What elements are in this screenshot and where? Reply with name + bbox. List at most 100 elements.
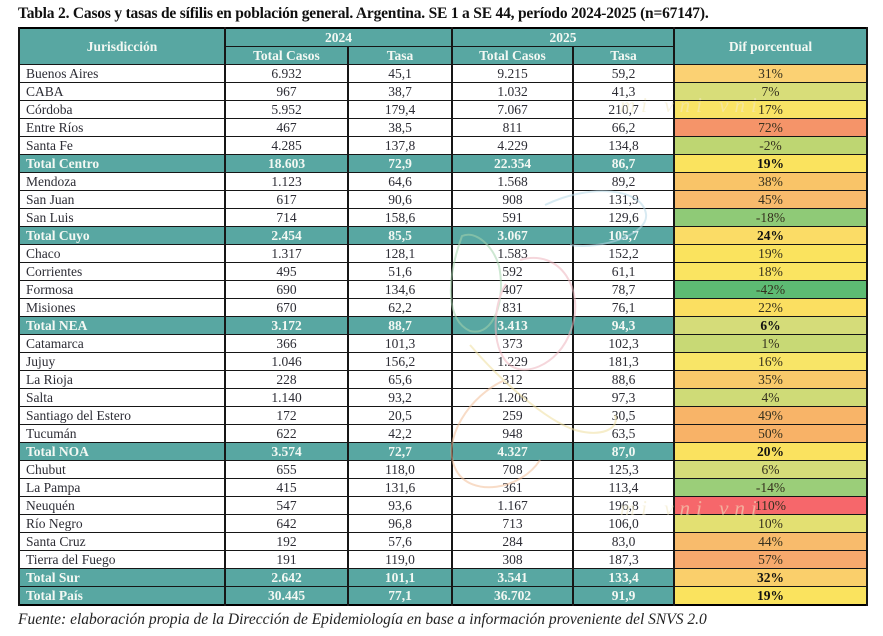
province-row: CABA 967 38,7 1.032 41,3 7% [18, 82, 868, 101]
dif-porcentual-cell: 7% [673, 82, 868, 101]
tasa-2025-cell: 76,1 [572, 298, 675, 317]
col-header-total-casos-2025: Total Casos [451, 46, 574, 65]
jurisdiction-cell: Córdoba [18, 100, 226, 119]
total-casos-2025-cell: 708 [451, 460, 574, 479]
jurisdiction-cell: Entre Ríos [18, 118, 226, 137]
total-casos-2025-cell: 1.206 [451, 388, 574, 407]
total-casos-2025-cell: 1.568 [451, 172, 574, 191]
dif-porcentual-cell: 16% [673, 352, 868, 371]
province-row: Catamarca 366 101,3 373 102,3 1% [18, 334, 868, 353]
dif-porcentual-cell: 10% [673, 514, 868, 533]
dif-porcentual-cell: 44% [673, 532, 868, 551]
jurisdiction-cell: Buenos Aires [18, 64, 226, 83]
total-casos-2025-cell: 948 [451, 424, 574, 443]
dif-porcentual-cell: 35% [673, 370, 868, 389]
dif-porcentual-cell: 4% [673, 388, 868, 407]
total-casos-2024-cell: 547 [224, 496, 349, 515]
total-casos-2024-cell: 6.932 [224, 64, 349, 83]
dif-porcentual-cell: 45% [673, 190, 868, 209]
tasa-2024-cell: 128,1 [347, 244, 453, 263]
total-casos-2024-cell: 30.445 [224, 586, 349, 606]
tasa-2025-cell: 41,3 [572, 82, 675, 101]
total-casos-2025-cell: 407 [451, 280, 574, 299]
total-casos-2024-cell: 714 [224, 208, 349, 227]
total-casos-2025-cell: 259 [451, 406, 574, 425]
jurisdiction-cell: Catamarca [18, 334, 226, 353]
dif-porcentual-cell: -2% [673, 136, 868, 155]
province-row: Chaco 1.317 128,1 1.583 152,2 19% [18, 244, 868, 263]
tasa-2024-cell: 72,9 [347, 154, 453, 173]
tasa-2024-cell: 42,2 [347, 424, 453, 443]
dif-porcentual-cell: 24% [673, 226, 868, 245]
tasa-2024-cell: 85,5 [347, 226, 453, 245]
total-casos-2025-cell: 4.327 [451, 442, 574, 461]
total-casos-2024-cell: 495 [224, 262, 349, 281]
tasa-2025-cell: 181,3 [572, 352, 675, 371]
dif-porcentual-cell: 17% [673, 100, 868, 119]
total-casos-2025-cell: 3.413 [451, 316, 574, 335]
total-casos-2025-cell: 7.067 [451, 100, 574, 119]
dif-porcentual-cell: 18% [673, 262, 868, 281]
province-row: Río Negro 642 96,8 713 106,0 10% [18, 514, 868, 533]
header-row-top: Jurisdicción 2024 2025 Dif porcentual [18, 27, 868, 65]
total-casos-2024-cell: 1.317 [224, 244, 349, 263]
table-header: Jurisdicción 2024 2025 Dif porcentual To… [18, 27, 868, 65]
dif-porcentual-cell: 19% [673, 244, 868, 263]
total-casos-2024-cell: 670 [224, 298, 349, 317]
table-title: Tabla 2. Casos y tasas de sífilis en pob… [18, 5, 709, 22]
jurisdiction-cell: Total Cuyo [18, 226, 226, 245]
dif-porcentual-cell: -14% [673, 478, 868, 497]
tasa-2024-cell: 90,6 [347, 190, 453, 209]
jurisdiction-cell: Chaco [18, 244, 226, 263]
jurisdiction-cell: Río Negro [18, 514, 226, 533]
total-casos-2025-cell: 1.167 [451, 496, 574, 515]
tasa-2025-cell: 86,7 [572, 154, 675, 173]
jurisdiction-cell: Total País [18, 586, 226, 606]
dif-porcentual-cell: 20% [673, 442, 868, 461]
province-row: San Juan 617 90,6 908 131,9 45% [18, 190, 868, 209]
jurisdiction-cell: Jujuy [18, 352, 226, 371]
col-header-year-2024: 2024 [224, 27, 453, 47]
dif-porcentual-cell: 72% [673, 118, 868, 137]
province-row: Tucumán 622 42,2 948 63,5 50% [18, 424, 868, 443]
tasa-2024-cell: 134,6 [347, 280, 453, 299]
source-note: Fuente: elaboración propia de la Direcci… [18, 611, 707, 628]
dif-porcentual-cell: -18% [673, 208, 868, 227]
total-casos-2024-cell: 192 [224, 532, 349, 551]
province-row: Misiones 670 62,2 831 76,1 22% [18, 298, 868, 317]
jurisdiction-cell: Santiago del Estero [18, 406, 226, 425]
syphilis-cases-table: Jurisdicción 2024 2025 Dif porcentual To… [18, 27, 868, 606]
col-header-year-2025: 2025 [451, 27, 675, 47]
province-row: Formosa 690 134,6 407 78,7 -42% [18, 280, 868, 299]
total-casos-2025-cell: 713 [451, 514, 574, 533]
header-row-sub: Total Casos Tasa Total Casos Tasa [19, 46, 867, 65]
jurisdiction-cell: Formosa [18, 280, 226, 299]
table-body: Buenos Aires 6.932 45,1 9.215 59,2 31% CABA 967… [18, 64, 868, 606]
tasa-2024-cell: 57,6 [347, 532, 453, 551]
dif-porcentual-cell: 6% [673, 460, 868, 479]
total-casos-2025-cell: 831 [451, 298, 574, 317]
total-casos-2025-cell: 22.354 [451, 154, 574, 173]
dif-porcentual-cell: 22% [673, 298, 868, 317]
total-casos-2025-cell: 592 [451, 262, 574, 281]
province-row: Buenos Aires 6.932 45,1 9.215 59,2 31% [18, 64, 868, 83]
total-casos-2025-cell: 3.067 [451, 226, 574, 245]
total-casos-2025-cell: 908 [451, 190, 574, 209]
tasa-2024-cell: 131,6 [347, 478, 453, 497]
tasa-2025-cell: 88,6 [572, 370, 675, 389]
province-row: Córdoba 5.952 179,4 7.067 210,7 17% [18, 100, 868, 119]
total-casos-2025-cell: 36.702 [451, 586, 574, 606]
jurisdiction-cell: CABA [18, 82, 226, 101]
tasa-2025-cell: 210,7 [572, 100, 675, 119]
jurisdiction-cell: San Luis [18, 208, 226, 227]
total-casos-2024-cell: 690 [224, 280, 349, 299]
tasa-2025-cell: 113,4 [572, 478, 675, 497]
province-row: Neuquén 547 93,6 1.167 196,8 110% [18, 496, 868, 515]
jurisdiction-cell: La Pampa [18, 478, 226, 497]
jurisdiction-cell: Corrientes [18, 262, 226, 281]
province-row: Tierra del Fuego 191 119,0 308 187,3 57% [18, 550, 868, 569]
tasa-2025-cell: 97,3 [572, 388, 675, 407]
total-casos-2024-cell: 642 [224, 514, 349, 533]
tasa-2024-cell: 20,5 [347, 406, 453, 425]
province-row: Chubut 655 118,0 708 125,3 6% [18, 460, 868, 479]
